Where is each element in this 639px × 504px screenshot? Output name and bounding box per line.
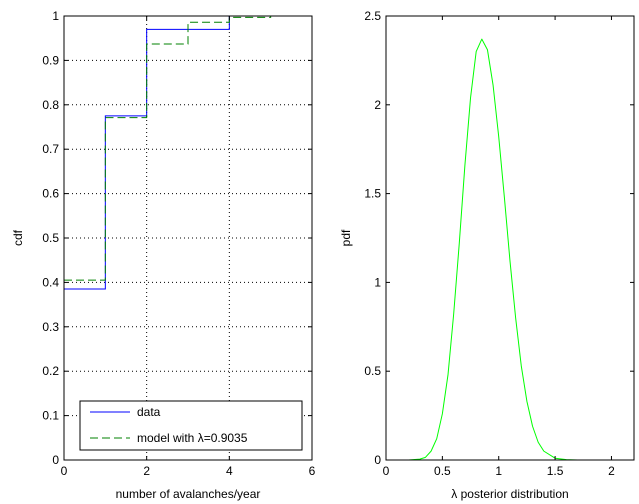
- pdf-y-tick-label: 1: [374, 275, 381, 289]
- cdf-x-tick-label: 2: [143, 464, 150, 478]
- cdf-y-tick-label: 0.5: [42, 231, 59, 245]
- pdf-y-tick-label: 0: [374, 453, 381, 467]
- cdf-y-tick-label: 0.4: [42, 275, 59, 289]
- cdf-y-tick-label: 0.1: [42, 409, 59, 423]
- pdf-x-tick-label: 0: [383, 464, 390, 478]
- cdf-x-tick-label: 0: [61, 464, 68, 478]
- pdf-y-axis-label: pdf: [339, 229, 353, 246]
- cdf-series: [64, 15, 272, 290]
- cdf-y-tick-label: 0.2: [42, 364, 59, 378]
- pdf-x-tick-label: 1: [495, 464, 502, 478]
- cdf-y-tick-label: 0.6: [42, 187, 59, 201]
- legend-label-data: data: [137, 405, 161, 419]
- pdf-x-tick-label: 2: [608, 464, 615, 478]
- pdf-x-tick-label: 1.5: [547, 464, 564, 478]
- pdf-y-tick-label: 2.5: [364, 9, 381, 23]
- pdf-plot-area: [386, 16, 634, 460]
- pdf-ticks: 0 0.5 1 1.5 2 0 0.5 1 1.5 2 2.5: [364, 9, 634, 478]
- cdf-y-tick-label: 0.7: [42, 142, 59, 156]
- cdf-x-tick-label: 4: [226, 464, 233, 478]
- pdf-x-tick-label: 0.5: [434, 464, 451, 478]
- pdf-axes-box: [385, 15, 635, 461]
- cdf-legend: data model with λ=0.9035: [79, 400, 303, 451]
- pdf-x-axis-label: λ posterior distribution: [451, 487, 568, 501]
- cdf-y-tick-label: 0.3: [42, 320, 59, 334]
- legend-box: [79, 400, 303, 451]
- pdf-y-tick-label: 2: [374, 98, 381, 112]
- pdf-y-tick-label: 0.5: [364, 364, 381, 378]
- cdf-ticks: 0 2 4 6 0 0.1 0.2 0.3 0.4 0.5 0.6 0.7 0.8 0.9 1: [42, 9, 315, 478]
- cdf-plot: 0 2 4 6 0 0.1 0.2 0.3 0.4 0.5 0.6 0.7 0.8 0.9 1 number…: [11, 9, 316, 501]
- cdf-y-axis-label: cdf: [11, 229, 25, 246]
- cdf-y-tick-label: 1: [52, 9, 59, 23]
- cdf-y-tick-label: 0.9: [42, 53, 59, 67]
- pdf-y-tick-label: 1.5: [364, 187, 381, 201]
- pdf-plot: 0 0.5 1 1.5 2 0 0.5 1 1.5 2 2.5 λ posterior distri…: [339, 9, 635, 501]
- cdf-x-tick-label: 6: [309, 464, 316, 478]
- cdf-y-tick-label: 0: [52, 453, 59, 467]
- cdf-series-line-1: [64, 16, 272, 281]
- cdf-y-tick-label: 0.8: [42, 98, 59, 112]
- cdf-x-axis-label: number of avalanches/year: [116, 487, 261, 501]
- legend-label-model: model with λ=0.9035: [137, 431, 248, 445]
